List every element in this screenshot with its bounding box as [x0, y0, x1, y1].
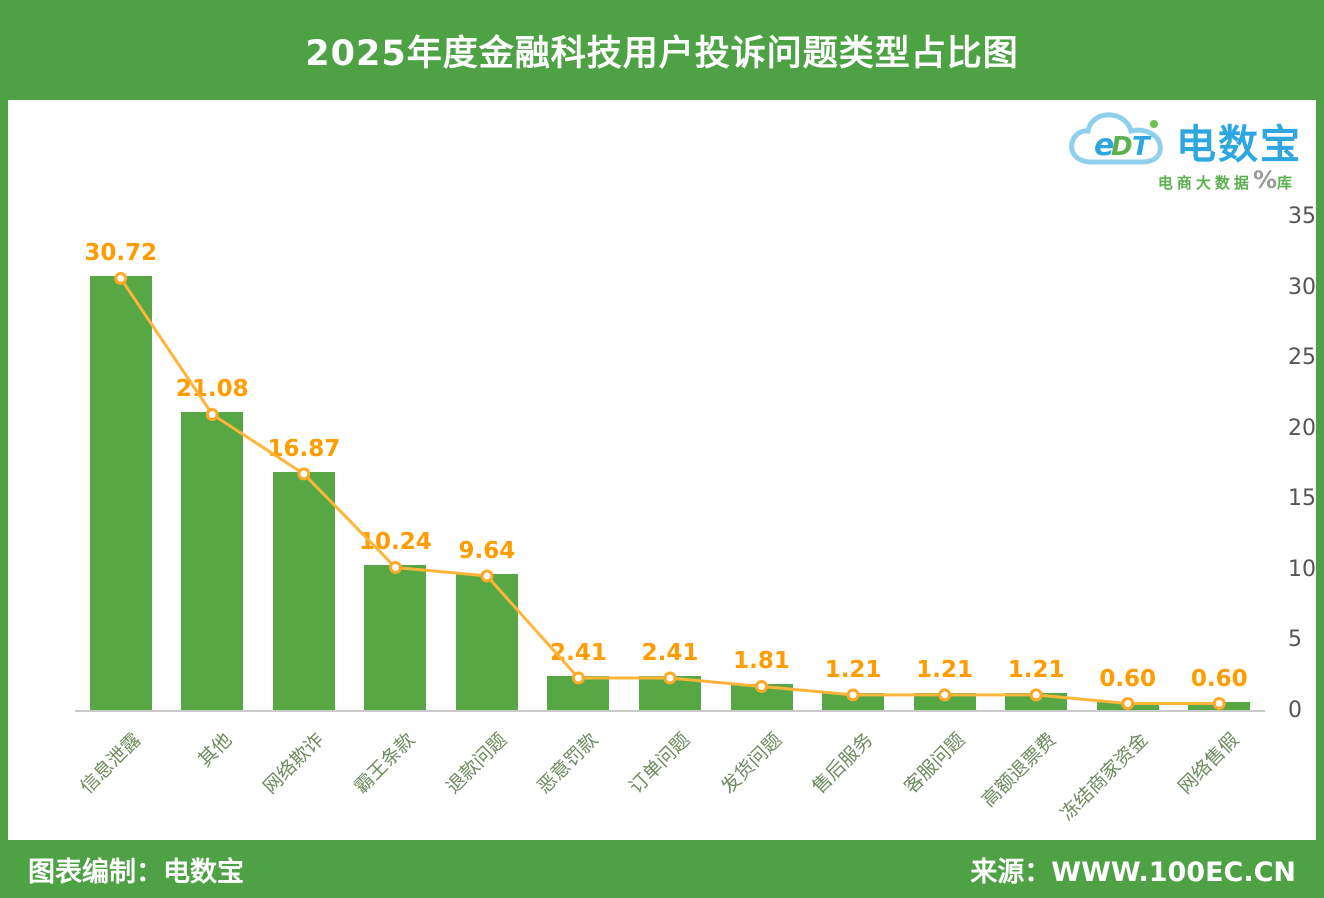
bar [364, 565, 427, 710]
y-axis-tick-label: 35 [1288, 204, 1316, 229]
bar-value-label: 2.41 [641, 639, 699, 666]
bar [181, 412, 244, 710]
bar-value-label: 1.81 [733, 648, 790, 675]
y-axis-tick-label: 10 [1288, 556, 1316, 582]
y-axis-tick-label: 30 [1288, 274, 1316, 300]
line-marker [755, 679, 769, 693]
line-marker [114, 271, 128, 285]
bar-value-label: 2.41 [550, 639, 607, 666]
bar [89, 276, 152, 710]
cloud-icon: e D T [1066, 110, 1170, 172]
plot-area: 30.72 信息泄露 21.08 其他 16.87 网络欺诈 10.24 霸王条款 9.64 退款… [75, 218, 1265, 825]
logo-subtitle: 电商大数据%库 [1042, 166, 1302, 194]
y-axis-tick-label: 0 [1288, 698, 1302, 723]
footer-source: 来源：WWW.100EC.CN [970, 856, 1296, 888]
line-marker [571, 671, 585, 685]
line-marker [297, 467, 311, 481]
title-bar: 2025年度金融科技用户投诉问题类型占比图 [0, 0, 1324, 100]
bar-value-label: 9.64 [458, 537, 516, 564]
line-marker [1121, 697, 1135, 711]
y-axis-tick-label: 25 [1288, 345, 1316, 371]
line-marker [480, 569, 494, 583]
svg-text:e: e [1094, 128, 1114, 163]
line-marker [1212, 697, 1226, 711]
svg-text:T: T [1132, 132, 1152, 162]
percent-mark: % [1252, 166, 1277, 194]
logo-subtitle-right: 库 [1276, 174, 1296, 192]
y-axis-tick-label: 20 [1288, 415, 1316, 441]
bar [822, 692, 885, 710]
y-axis-tick-label: 5 [1288, 627, 1302, 653]
line-marker [663, 671, 677, 685]
brand-name: 电数宝 [1176, 122, 1302, 168]
footer-bar: 图表编制：电数宝 来源：WWW.100EC.CN [0, 840, 1324, 898]
line-marker [205, 407, 219, 421]
footer-credit: 图表编制：电数宝 [28, 856, 244, 888]
line-marker [388, 560, 402, 574]
bar-value-label: 0.60 [1190, 665, 1248, 692]
logo: e D T 电数宝 电商大数据%库 [1042, 110, 1302, 196]
bar-value-label: 30.72 [84, 240, 158, 267]
bar [272, 471, 335, 710]
bar-value-label: 1.21 [824, 656, 882, 683]
line-marker [938, 688, 952, 702]
bar-value-label: 1.21 [1007, 656, 1065, 683]
page-title: 2025年度金融科技用户投诉问题类型占比图 [305, 33, 1019, 74]
bar [455, 573, 518, 710]
svg-text:D: D [1111, 132, 1133, 162]
y-axis-tick-label: 15 [1288, 486, 1316, 512]
line-marker [1029, 688, 1043, 702]
line-marker [846, 688, 860, 702]
trend-line [114, 271, 1226, 711]
chart-panel: e D T 电数宝 电商大数据%库 30.72 信息泄露 21.08 其他 16.87 网… [8, 100, 1316, 840]
bar-value-label: 1.21 [916, 656, 973, 683]
y-axis: 0 5 10 15 20 25 30 35 [1280, 204, 1324, 723]
bar-value-label: 0.60 [1099, 665, 1157, 692]
logo-subtitle-left: 电商大数据 [1157, 174, 1253, 192]
bar [913, 692, 976, 710]
